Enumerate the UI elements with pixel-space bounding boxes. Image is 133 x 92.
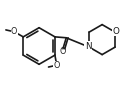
Text: O: O: [54, 61, 60, 70]
Text: O: O: [59, 47, 65, 56]
Text: O: O: [11, 27, 17, 36]
Text: N: N: [85, 42, 91, 51]
Text: O: O: [113, 27, 119, 36]
